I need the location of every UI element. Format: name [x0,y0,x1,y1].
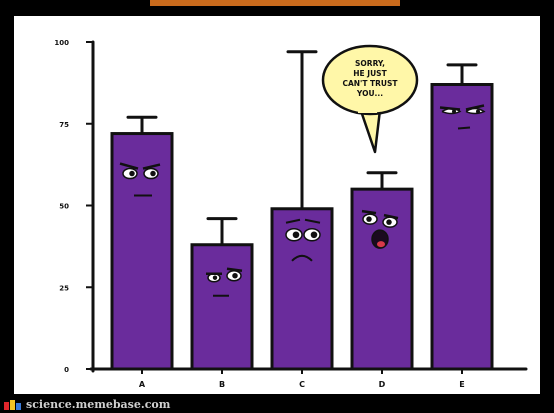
bar-face-annoyed [119,162,161,197]
pupil [310,231,318,239]
pupil [150,170,156,177]
site-url[interactable]: science.memebase.com [26,398,171,411]
speech-bubble-text: CAN'T TRUST [342,79,398,88]
pupil [366,216,372,222]
bar-face-shouting [361,209,399,249]
bar-face-worried [285,218,321,262]
bar-c [270,207,334,371]
eyebrows [361,209,399,220]
pupil [292,231,300,239]
pupil [129,170,135,177]
speech-bubble-body [321,44,419,116]
bar-face-skeptical [206,267,243,297]
eyebrows [119,162,161,170]
x-tick-label: B [219,380,225,389]
speech-bubble-text: HE JUST [353,69,387,78]
y-tick-label: 0 [64,366,69,374]
mouth [291,254,313,262]
x-tick-label: E [459,380,464,389]
top-accent-bar [150,0,400,6]
memebase-logo-icon [4,400,21,410]
pupil [386,219,392,225]
eyebrows [439,104,485,111]
eyebrows [285,218,321,224]
bar-face-smug [439,104,486,130]
pupil [452,109,456,114]
speech-bubble-text: YOU... [356,89,383,98]
speech-bubble-seam [358,104,377,113]
speech-bubble-text: SORRY, [355,59,385,68]
bar-d [350,187,414,371]
footer-bar: science.memebase.com [0,397,554,413]
mouth [457,126,471,130]
eyebrows [206,267,243,275]
y-tick-label: 50 [59,203,69,211]
pupil [212,275,218,280]
x-tick-label: D [379,380,386,389]
x-tick-label: A [139,380,146,389]
pupil [232,272,238,279]
pupil [476,109,480,114]
y-tick-label: 25 [59,284,69,292]
bar-b [190,243,254,371]
x-tick-label: C [299,380,305,389]
y-tick-label: 75 [59,121,69,129]
bar-a [110,132,174,371]
tongue [377,241,385,248]
y-tick-label: 100 [54,39,69,47]
